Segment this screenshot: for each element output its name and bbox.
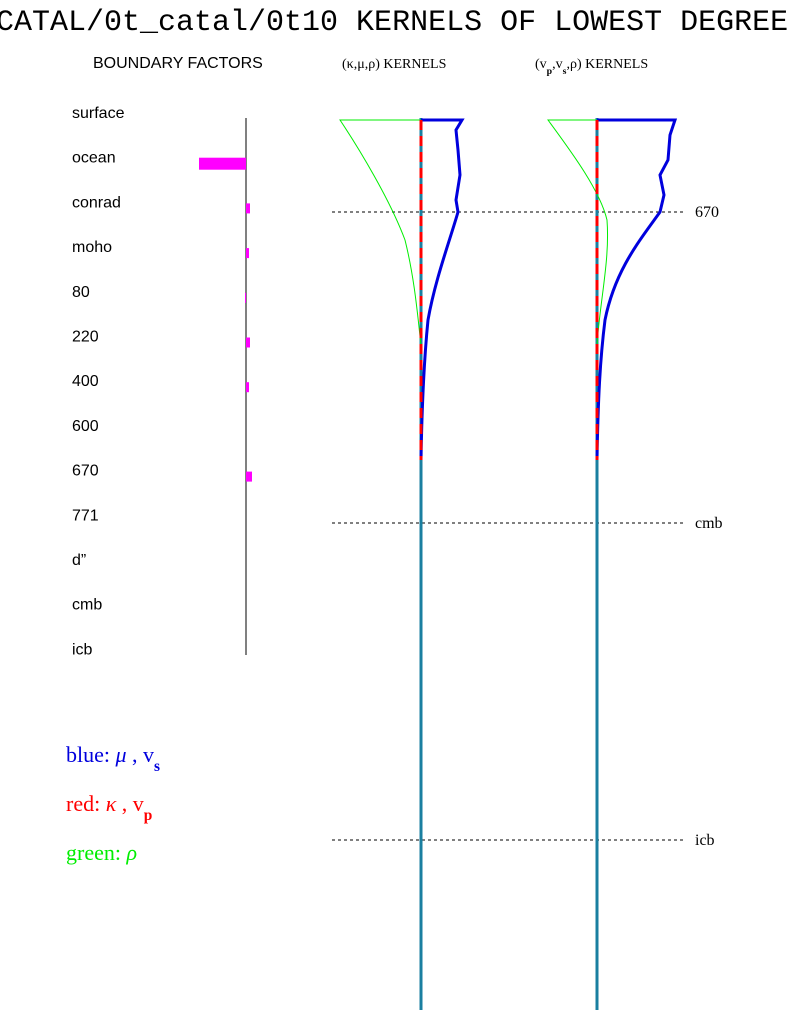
layer-label: surface (72, 105, 125, 122)
layer-label: 400 (72, 373, 99, 390)
depth-label: icb (695, 832, 715, 849)
factor-bar (246, 203, 250, 214)
layer-label: d” (72, 552, 86, 569)
text-part: ,ρ) KERNELS (566, 57, 648, 72)
layer-label: moho (72, 239, 112, 256)
text-part: blue: (66, 742, 116, 767)
heading: (vp,vs,ρ) KERNELS (535, 57, 648, 77)
text-part: red: (66, 791, 106, 816)
layer-label: 771 (72, 507, 99, 524)
boundary-heading: BOUNDARY FACTORS (93, 55, 263, 72)
depth-label: cmb (695, 515, 723, 532)
layer-label: icb (72, 641, 93, 658)
depth-lines (332, 211, 683, 841)
factor-bar (245, 292, 246, 303)
layer-label: cmb (72, 597, 102, 614)
mu-curve (419, 118, 465, 461)
layer-label: 670 (72, 463, 99, 480)
text-part: μ (115, 742, 127, 767)
text-part: s (154, 758, 160, 775)
vs-curve (595, 118, 678, 461)
rho-curve (547, 119, 609, 346)
heading: (κ,μ,ρ) KERNELS (342, 57, 446, 72)
legend-entry: green: ρ (66, 840, 137, 865)
layer-label: 80 (72, 284, 90, 301)
factor-bar (246, 382, 249, 393)
text-part: p (547, 66, 553, 77)
text-part: s (563, 66, 567, 77)
layer-label: ocean (72, 150, 116, 167)
factor-bar (246, 471, 252, 482)
legend-entry: blue: μ , vs (66, 742, 160, 775)
layer-label: 600 (72, 418, 99, 435)
text-part: ρ (125, 840, 137, 865)
factor-bar (246, 337, 250, 348)
text-part: , v (127, 742, 155, 767)
panel-1-curves (339, 118, 465, 1010)
factor-bar (246, 248, 249, 259)
text-part: ,v (552, 57, 563, 72)
text-part: (κ,μ,ρ) KERNELS (342, 57, 446, 72)
depth-label: 670 (695, 204, 719, 221)
panel-2-curves (547, 118, 678, 1010)
text-part: p (144, 807, 153, 824)
layer-label: conrad (72, 194, 121, 211)
rho-curve (339, 119, 422, 346)
layer-label: 220 (72, 329, 99, 346)
title: CATAL/0t_catal/0t10 KERNELS OF LOWEST DE… (0, 6, 788, 40)
text-part: κ (106, 791, 117, 816)
text-part: green: (66, 840, 126, 865)
text-part: (v (535, 57, 547, 72)
text-part: , v (116, 791, 144, 816)
factor-bar (199, 157, 246, 170)
legend-entry: red: κ , vp (66, 791, 152, 824)
